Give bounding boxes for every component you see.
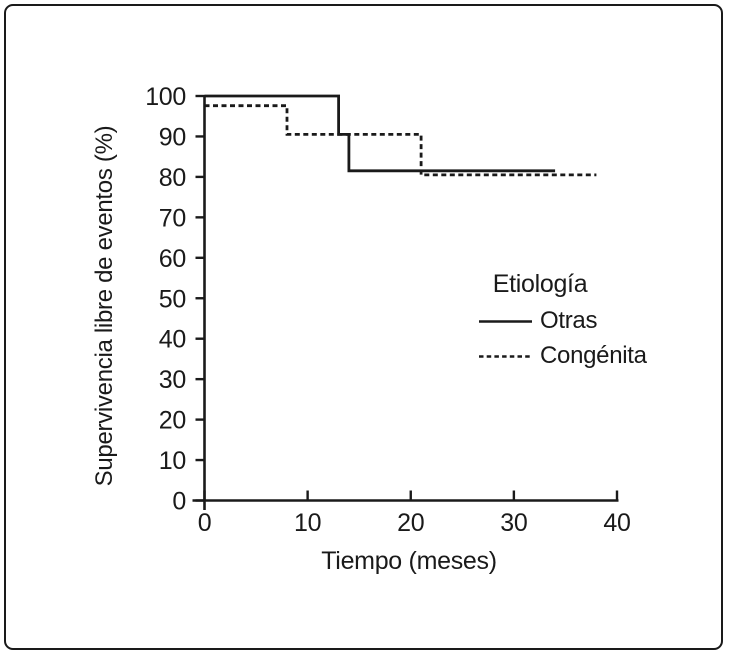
y-tick-label: 50 (159, 285, 186, 313)
series-congenita (204, 104, 597, 177)
legend-label-congenita: Congénita (540, 342, 647, 369)
x-tick-label: 10 (294, 509, 321, 537)
x-tick-label: 40 (603, 509, 630, 537)
x-axis-title: Tiempo (meses) (321, 547, 497, 575)
y-tick-label: 30 (159, 366, 186, 394)
legend-item-congenita: Congénita (478, 342, 680, 370)
y-tick-label: 0 (172, 488, 186, 516)
figure-border (4, 4, 723, 650)
legend-label-otras: Otras (540, 307, 598, 334)
y-tick-label: 100 (145, 83, 186, 111)
y-tick-label: 70 (159, 204, 186, 232)
x-tick-label: 0 (198, 509, 212, 537)
legend-title: Etiología (492, 270, 588, 298)
y-tick-label: 10 (159, 447, 186, 475)
y-tick-label: 80 (159, 164, 186, 192)
series-otras (204, 94, 556, 173)
y-tick-label: 90 (159, 123, 186, 151)
y-tick-label: 20 (159, 407, 186, 435)
y-tick-label: 60 (159, 245, 186, 273)
y-axis-title: Supervivencia libre de eventos (%) (91, 125, 118, 487)
x-tick-label: 30 (500, 509, 527, 537)
legend-item-otras: Otras (478, 307, 680, 335)
legend: Etiología Otras Congénita (460, 270, 680, 377)
x-tick-label: 20 (397, 509, 424, 537)
solid-line-swatch (479, 320, 532, 323)
y-tick-label: 40 (159, 326, 186, 354)
dashed-line-swatch (479, 355, 532, 358)
